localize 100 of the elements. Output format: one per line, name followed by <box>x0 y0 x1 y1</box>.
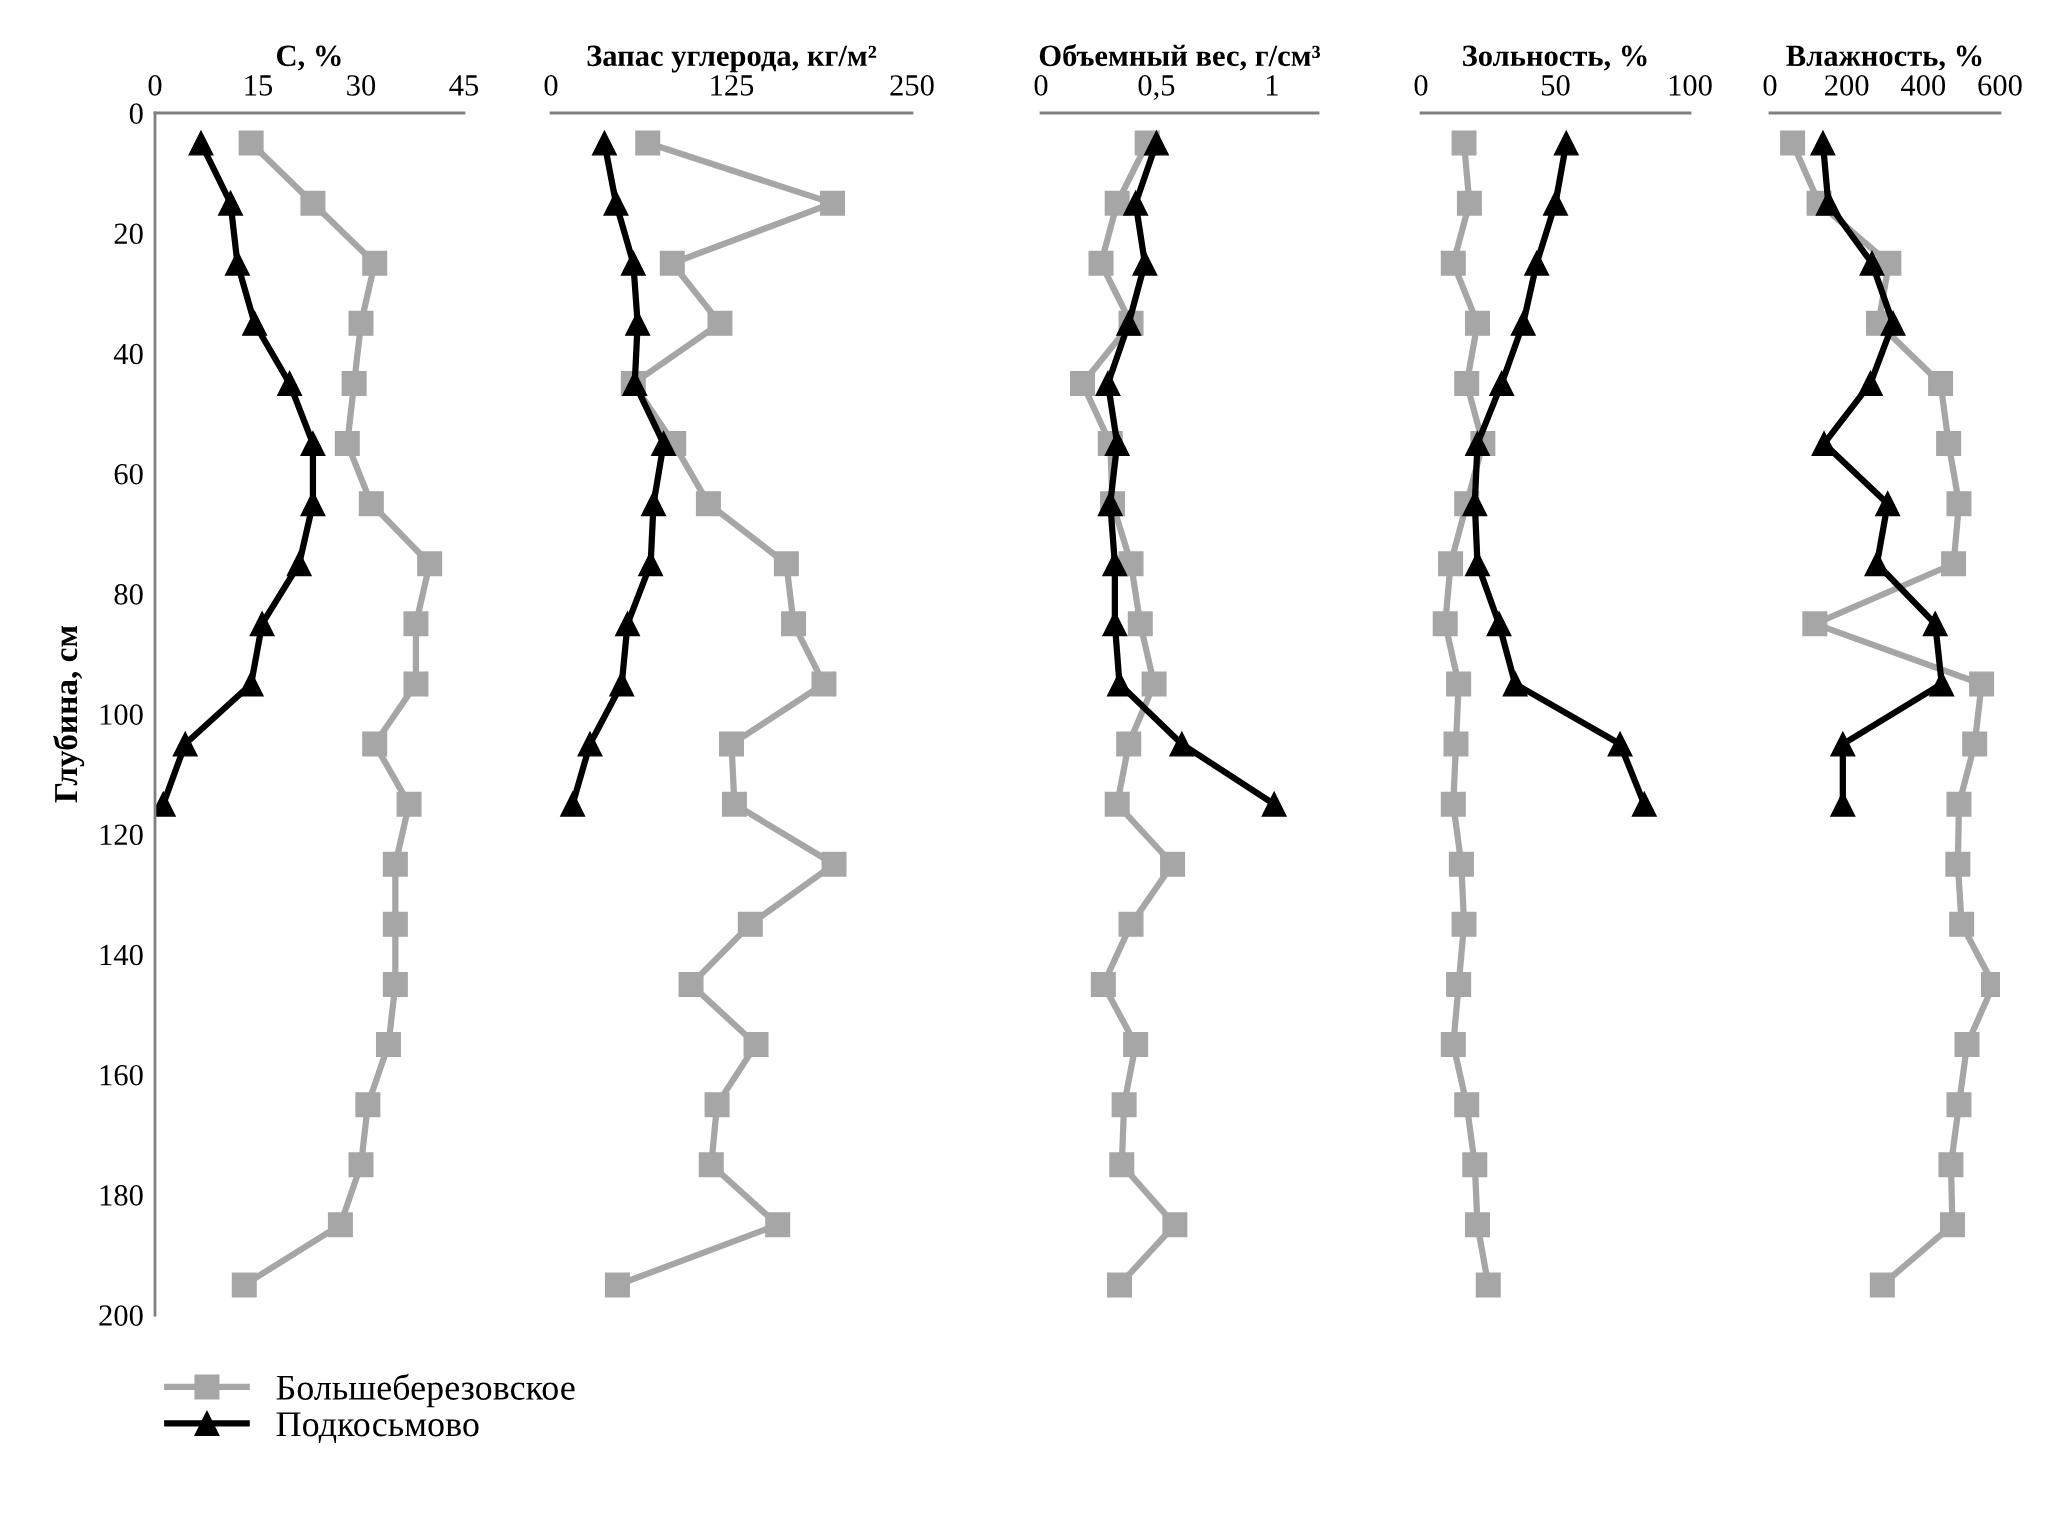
y-tick-label: 120 <box>100 824 143 846</box>
point <box>821 851 847 877</box>
x-tick-label: 250 <box>890 75 934 96</box>
point <box>698 1152 724 1178</box>
point <box>1489 370 1515 396</box>
point <box>704 1092 730 1118</box>
point <box>707 310 733 336</box>
point <box>1864 551 1890 577</box>
point <box>1443 731 1469 757</box>
x-tick-label: 0,5 <box>1138 75 1175 101</box>
x-tick-label: 125 <box>711 75 754 96</box>
point <box>1440 791 1466 817</box>
point <box>1502 671 1528 697</box>
x-tick-label: 0 <box>1763 75 1777 96</box>
point <box>1440 1032 1466 1058</box>
y-tick-label: 100 <box>100 704 143 725</box>
point <box>1946 491 1972 517</box>
point <box>1938 1152 1964 1178</box>
y-tick-label: 20 <box>114 223 143 245</box>
point <box>1859 250 1885 276</box>
point <box>1946 1092 1972 1118</box>
point <box>1869 1272 1895 1298</box>
point <box>641 491 667 517</box>
point <box>820 190 846 216</box>
point <box>577 731 603 757</box>
point <box>1454 370 1480 396</box>
x-tick-label: 100 <box>1669 75 1712 96</box>
point <box>1462 1152 1488 1178</box>
legend-label: Подкосьмово <box>276 1412 479 1444</box>
point <box>1456 190 1482 216</box>
point <box>1464 431 1490 457</box>
x-tick-label: 0 <box>148 75 162 96</box>
x-tick-label: 15 <box>245 75 273 96</box>
y-tick-label: 140 <box>100 944 143 966</box>
point <box>1123 1032 1149 1058</box>
point <box>1949 911 1975 937</box>
point <box>1486 611 1512 637</box>
point <box>1451 130 1477 156</box>
point <box>1969 671 1995 697</box>
point <box>635 130 661 156</box>
point <box>811 671 837 697</box>
point <box>1929 671 1955 697</box>
point <box>1857 370 1883 396</box>
point <box>615 611 641 637</box>
point <box>1815 190 1841 216</box>
point <box>1607 731 1633 757</box>
point <box>1169 731 1195 757</box>
point <box>1070 370 1096 396</box>
point <box>1143 130 1169 156</box>
y-tick-label: 60 <box>114 463 143 485</box>
point <box>1104 791 1130 817</box>
point <box>1962 731 1988 757</box>
point <box>609 671 635 697</box>
point <box>781 611 807 637</box>
x-tick-label: 50 <box>1542 75 1570 96</box>
point <box>1946 791 1972 817</box>
point <box>1780 130 1806 156</box>
point <box>1090 971 1116 997</box>
point <box>1954 1032 1980 1058</box>
y-tick-label: 180 <box>100 1185 143 1206</box>
point <box>737 911 763 937</box>
y-tick-label: 0 <box>129 103 143 124</box>
x-tick-label: 0 <box>1034 75 1048 96</box>
point <box>1802 611 1828 637</box>
point <box>1928 370 1954 396</box>
point <box>1811 431 1837 457</box>
point <box>1542 190 1569 216</box>
point <box>1875 491 1901 517</box>
point <box>1475 1272 1501 1298</box>
x-axis-title: Влажность, % <box>1786 45 1982 71</box>
point <box>1939 1212 1965 1238</box>
point <box>1118 911 1144 937</box>
point <box>1432 611 1458 637</box>
x-axis-title: Запас углерода, кг/м² <box>587 45 877 73</box>
point <box>1464 1212 1490 1238</box>
point <box>1106 671 1132 697</box>
point <box>1830 731 1856 757</box>
point <box>1106 1272 1132 1298</box>
point <box>1454 1092 1480 1118</box>
y-tick-label: 200 <box>99 1305 143 1326</box>
point <box>1088 250 1114 276</box>
legend-label: Большеберезовское <box>276 1373 575 1408</box>
point <box>659 250 685 276</box>
point <box>1810 130 1836 156</box>
point <box>591 130 617 156</box>
point <box>1109 1152 1135 1178</box>
point <box>1936 431 1962 457</box>
point <box>1104 190 1130 216</box>
point <box>620 250 646 276</box>
point <box>678 971 704 997</box>
point <box>1941 551 1967 577</box>
point <box>718 731 745 757</box>
point <box>1524 250 1550 276</box>
y-tick-label: 80 <box>114 584 143 605</box>
x-tick-label: 30 <box>347 75 376 96</box>
point <box>1104 431 1130 457</box>
point <box>773 551 799 577</box>
point <box>1446 671 1472 697</box>
point <box>1261 791 1287 817</box>
y-tick-label: 40 <box>113 343 143 365</box>
